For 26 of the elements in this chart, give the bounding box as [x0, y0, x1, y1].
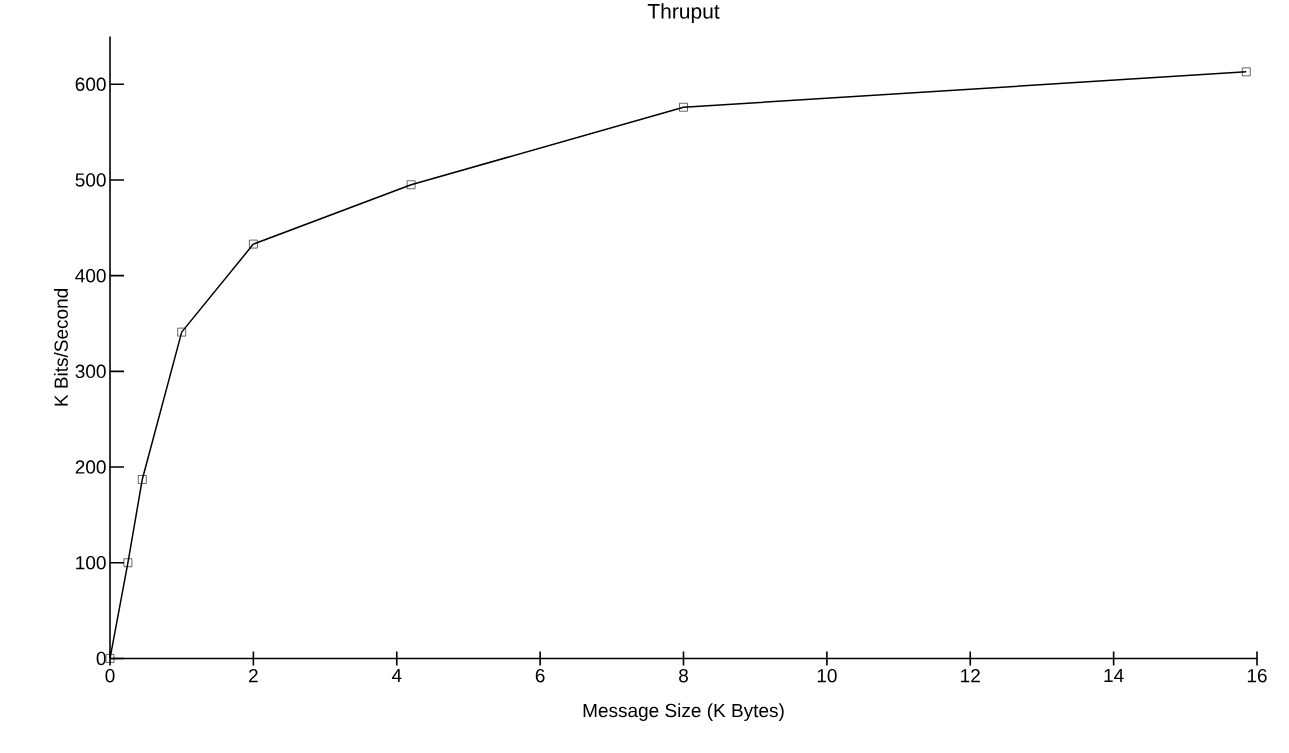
point — [1241, 67, 1251, 76]
x-tick-label: 12 — [961, 668, 980, 683]
x-tick-label: 14 — [1104, 668, 1124, 682]
point — [679, 102, 688, 112]
point — [406, 180, 416, 189]
y-tick-label: 100 — [76, 555, 106, 570]
y-tick-label: 200 — [75, 460, 106, 474]
x-tick-label: 2 — [249, 668, 258, 683]
point — [123, 558, 133, 567]
y-tick-label: 500 — [75, 173, 106, 187]
point — [249, 239, 258, 249]
y-tick-label: 300 — [75, 364, 106, 378]
point — [105, 653, 115, 663]
x-tick-label: 16 — [1247, 668, 1267, 683]
x-axis-title: Message Size (K Bytes) — [583, 703, 784, 721]
y-axis-title: K Bits/Second — [53, 288, 68, 406]
point — [137, 474, 147, 484]
x-tick-label: 6 — [535, 668, 545, 683]
y-tick-label: 400 — [75, 268, 106, 283]
x-tick-label: 10 — [817, 668, 837, 683]
x-tick-label: 4 — [391, 668, 402, 682]
chart-title: Thruput — [647, 3, 720, 23]
x-tick-label: 8 — [679, 668, 688, 683]
y-tick-label: 600 — [75, 77, 106, 91]
point — [177, 327, 186, 337]
y-tick-label: 0 — [96, 651, 106, 665]
